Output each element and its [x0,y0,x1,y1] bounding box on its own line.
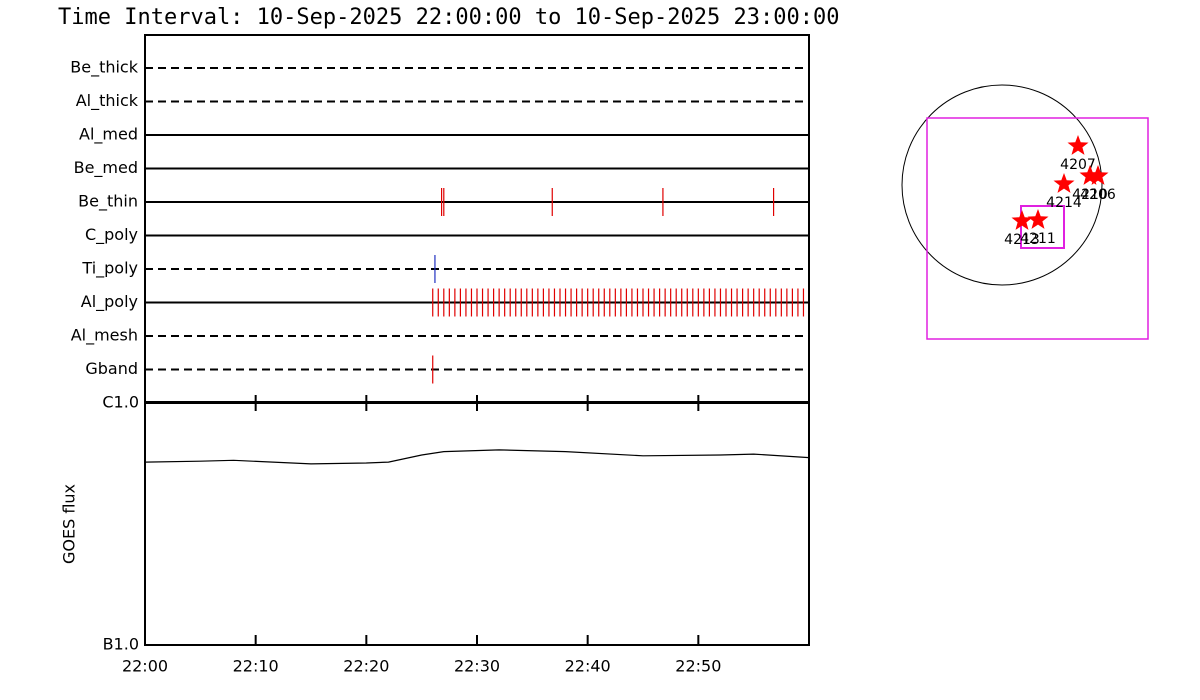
fov-box [926,117,1149,340]
row-label: Al_mesh [71,326,138,346]
x-tick-label: 22:20 [343,657,389,676]
row-label: Be_thick [70,58,138,78]
region-label: 4210 [1072,187,1108,203]
row-label: C_poly [85,225,138,245]
region-label: 4211 [1020,231,1056,247]
region-label: 4207 [1060,157,1096,173]
x-tick-label: 22:30 [454,657,500,676]
row-label: Gband [85,359,138,378]
row-label: Al_thick [76,91,139,111]
region-star [1011,210,1033,230]
chart-title: Time Interval: 10-Sep-2025 22:00:00 to 1… [58,5,839,30]
y-tick-label: B1.0 [103,635,139,654]
row-label: Al_poly [81,292,138,312]
x-tick-label: 22:40 [565,657,611,676]
region-label: 4206 [1080,187,1116,203]
region-star [1079,165,1101,185]
plot-frame [144,402,810,646]
flux-line [144,449,810,465]
solar-limb [901,84,1103,286]
row-label: Al_med [79,125,138,145]
row-label: Ti_poly [81,259,138,279]
region-star [1053,173,1075,193]
timeline-frame [144,34,810,403]
region-star [1087,165,1109,185]
row-label: Be_thin [78,192,138,212]
region-star [1027,209,1049,229]
x-tick-label: 22:10 [233,657,279,676]
x-tick-label: 22:50 [675,657,721,676]
region-label: 4213 [1004,232,1040,248]
y-axis-label: GOES flux [60,484,79,564]
region-label: 4214 [1046,195,1082,211]
row-label: Be_med [74,158,138,178]
region-star [1067,135,1089,155]
fov-box [1020,205,1065,249]
y-tick-label: C1.0 [102,393,139,412]
x-tick-label: 22:00 [122,657,168,676]
